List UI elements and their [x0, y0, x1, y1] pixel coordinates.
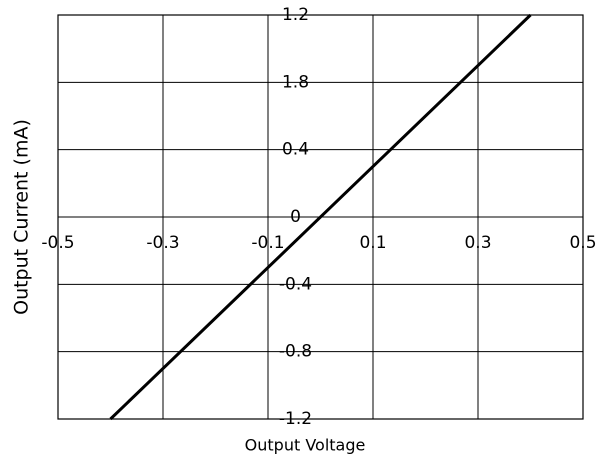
x-tick-label: 0.5: [569, 233, 596, 253]
x-axis-label: Output Voltage: [245, 436, 366, 455]
y-tick-label: -0.4: [279, 274, 312, 294]
y-tick-label: -1.2: [279, 409, 312, 429]
y-tick-label: 0.4: [282, 140, 309, 160]
x-tick-label: 0.1: [359, 233, 386, 253]
data-line: [109, 13, 532, 421]
y-tick-label: 1.8: [282, 72, 309, 92]
y-tick-label: 1.2: [282, 5, 309, 25]
x-tick-label: -0.5: [41, 233, 74, 253]
x-tick-label: -0.3: [146, 233, 179, 253]
y-axis-label: Output Current (mA): [11, 119, 33, 315]
x-tick-label: 0.3: [464, 233, 491, 253]
y-tick-label: 0: [290, 207, 301, 227]
y-tick-label: -0.8: [279, 342, 312, 362]
x-tick-label: -0.1: [251, 233, 284, 253]
